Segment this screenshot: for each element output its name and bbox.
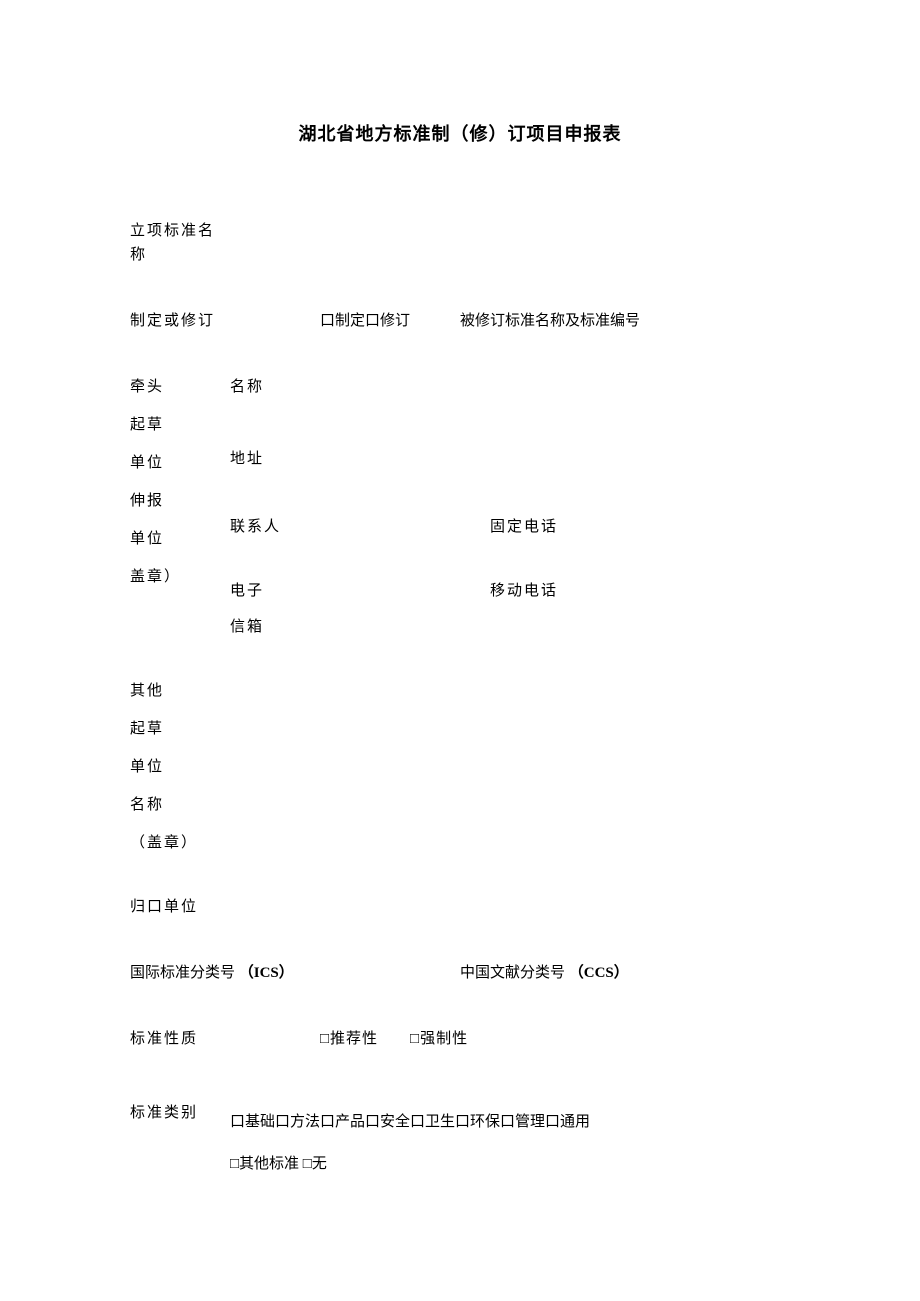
category-label: 标准类别 [130,1101,230,1125]
lead-org-left-labels: 牵头 起草 单位 伸报 单位 盖章） [130,375,230,603]
nature-label: 标准性质 [130,1027,320,1051]
lead-org-line-2: 单位 [130,451,230,475]
intl-class: 国际标准分类号 （ICS） [130,961,460,985]
intl-class-code: （ICS） [239,965,294,981]
other-org-line-3: 名称 [130,793,790,817]
lead-org-right: 名称 地址 联系人 固定电话 电子 移动电话 信箱 [230,375,790,639]
cn-class-code: （CCS） [569,965,629,981]
other-org-line-4: （盖章） [130,831,790,855]
lead-org-line-0: 牵头 [130,375,230,399]
org-address-label: 地址 [230,447,310,471]
other-org-section: 其他 起草 单位 名称 （盖章） [130,679,790,855]
cn-class: 中国文献分类号 （CCS） [460,961,790,985]
category-options[interactable]: 口基础口方法口产品口安全口卫生口环保口管理口通用 □其他标准 □无 [230,1101,790,1185]
org-name-label: 名称 [230,375,310,399]
lead-org-line-5: 盖章） [130,565,230,589]
cn-class-label: 中国文献分类号 [460,965,565,981]
revision-options[interactable]: 口制定口修订 [320,309,460,333]
lead-org-section: 牵头 起草 单位 伸报 单位 盖章） 名称 地址 联系人 固定电话 电子 移动电… [130,375,790,639]
revised-name-label: 被修订标准名称及标准编号 [460,309,640,333]
belong-unit-label: 归口单位 [130,895,198,919]
lead-org-line-1: 起草 [130,413,230,437]
other-org-line-2: 单位 [130,755,790,779]
org-mobile-label: 移动电话 [490,579,610,603]
form-title: 湖北省地方标准制（修）订项目申报表 [130,120,790,149]
belong-unit-row: 归口单位 [130,895,790,919]
category-line-2[interactable]: □其他标准 □无 [230,1143,790,1185]
revision-label: 制定或修订 [130,309,230,333]
other-org-line-0: 其他 [130,679,790,703]
other-org-line-1: 起草 [130,717,790,741]
org-email-label-2: 信箱 [230,615,310,639]
nature-options[interactable]: □推荐性 □强制性 [320,1027,468,1051]
org-email-label-1: 电子 [230,579,310,603]
classification-row: 国际标准分类号 （ICS） 中国文献分类号 （CCS） [130,961,790,985]
lead-org-line-4: 单位 [130,527,230,551]
intl-class-label: 国际标准分类号 [130,965,235,981]
nature-row: 标准性质 □推荐性 □强制性 [130,1027,790,1051]
lead-org-line-3: 伸报 [130,489,230,513]
category-row: 标准类别 口基础口方法口产品口安全口卫生口环保口管理口通用 □其他标准 □无 [130,1101,790,1185]
project-name-row: 立项标准名称 [130,219,790,267]
category-line-1[interactable]: 口基础口方法口产品口安全口卫生口环保口管理口通用 [230,1101,790,1143]
project-name-label: 立项标准名称 [130,219,230,267]
org-phone-label: 固定电话 [490,515,610,539]
org-contact-label: 联系人 [230,515,310,539]
revision-row: 制定或修订 口制定口修订 被修订标准名称及标准编号 [130,309,790,333]
